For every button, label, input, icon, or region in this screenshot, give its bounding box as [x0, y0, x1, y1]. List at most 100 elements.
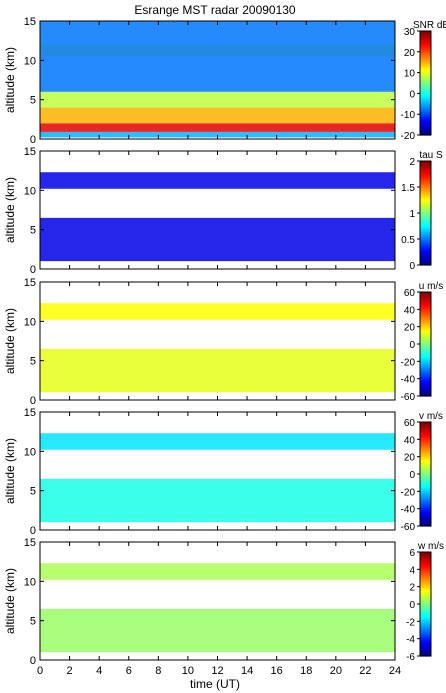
colorbar-step [420, 254, 431, 257]
colorbar-step [420, 474, 431, 477]
colorbar-tick-label: 60 [404, 418, 416, 429]
colorbar-step [420, 422, 431, 425]
data-layer-2 [40, 348, 395, 393]
colorbar-step [420, 213, 431, 216]
panel-3: 0 5 10 15 altitude (km) u m/s60 40 20 0 -20 -40 -60 [3, 277, 443, 407]
colorbar-step [420, 630, 431, 633]
colorbar-step [420, 612, 431, 615]
colorbar-step [420, 340, 431, 343]
colorbar-step [420, 524, 431, 527]
colorbar-tick-label: 6 [409, 548, 415, 559]
colorbar-step [420, 590, 431, 593]
colorbar-tick-label: -10 [401, 110, 416, 121]
colorbar-tick-label: 0.5 [401, 235, 415, 246]
colorbar-step [420, 239, 431, 242]
colorbar-step [420, 468, 431, 472]
colorbar-step [420, 55, 431, 58]
colorbar-tick-label: -40 [401, 375, 416, 386]
colorbar-step [420, 350, 431, 354]
colorbar-step [420, 323, 431, 326]
colorbar-step [420, 638, 431, 641]
colorbar: v m/s60 40 20 0 -20 -40 -60 [401, 411, 443, 533]
colorbar-step [420, 44, 431, 48]
colorbar-tick-label: 0 [409, 600, 415, 611]
colorbar-step [420, 237, 431, 240]
colorbar-step [420, 623, 431, 626]
colorbar-step [420, 522, 431, 525]
colorbar-step [420, 342, 431, 345]
colorbar-step [420, 451, 431, 454]
colorbar-step [420, 489, 431, 492]
colorbar-step [420, 572, 431, 576]
colorbar-step [420, 437, 431, 440]
y-tick-label: 10 [24, 316, 36, 328]
colorbar-step [420, 43, 431, 46]
colorbar-step [420, 117, 431, 120]
colorbar-step [420, 62, 431, 65]
colorbar-step [420, 240, 431, 244]
colorbar-step [420, 252, 431, 256]
x-tick-label: 10 [182, 665, 194, 677]
colorbar: w m/s6 4 2 0 -2 -4 -6 [406, 541, 444, 663]
y-tick-label: 0 [30, 395, 36, 407]
colorbar-step [420, 76, 431, 79]
y-tick-label: 10 [24, 185, 36, 197]
colorbar-step [420, 597, 431, 600]
colorbar-step [420, 380, 431, 383]
colorbar-step [420, 604, 431, 607]
colorbar-step [420, 58, 431, 62]
colorbar-step [420, 318, 431, 321]
colorbar-step [420, 560, 431, 563]
colorbar-label: SNR dB [413, 20, 446, 31]
panel-5-layers [40, 563, 395, 653]
colorbar-step [420, 244, 431, 247]
colorbar-step [420, 103, 431, 107]
colorbar-tick-label: 0 [409, 340, 415, 351]
colorbar-step [420, 226, 431, 230]
colorbar-step [420, 207, 431, 211]
colorbar-step [420, 382, 431, 385]
colorbar-tick-label: 20 [404, 48, 416, 59]
data-layer-1 [40, 563, 395, 580]
colorbar-step [420, 328, 431, 331]
colorbar-step [420, 32, 431, 36]
colorbar-step [420, 430, 431, 433]
colorbar-step [420, 552, 431, 555]
colorbar-step [420, 79, 431, 82]
colorbar-step [420, 199, 431, 202]
colorbar-step [420, 423, 431, 427]
colorbar-step [420, 364, 431, 368]
colorbar-step [420, 470, 431, 473]
colorbar-step [420, 610, 431, 614]
colorbar-step [420, 185, 431, 188]
x-tick-label: 22 [359, 665, 371, 677]
colorbar-step [420, 448, 431, 451]
y-axis-label: altitude (km) [3, 438, 17, 504]
colorbar-step [420, 558, 431, 562]
panel-4: 0 5 10 15 altitude (km) v m/s60 40 20 0 -20 -40 -60 [3, 407, 443, 537]
colorbar-tick-label: -6 [406, 652, 415, 663]
colorbar-step [420, 316, 431, 319]
colorbar-step [420, 371, 431, 375]
colorbar-step [420, 579, 431, 583]
colorbar-step [420, 292, 431, 295]
colorbar-step [420, 31, 431, 34]
y-tick-label: 5 [30, 356, 36, 368]
colorbar-step [420, 321, 431, 324]
colorbar-step [420, 337, 431, 340]
colorbar-step [420, 635, 431, 638]
y-tick-label: 15 [24, 407, 36, 419]
colorbar-step [420, 649, 431, 652]
y-tick-label: 15 [24, 146, 36, 158]
colorbar-tick-label: -4 [406, 635, 415, 646]
colorbar-step [420, 100, 431, 103]
colorbar-step [420, 233, 431, 237]
colorbar-step [420, 218, 431, 221]
data-layer-6 [40, 21, 395, 92]
colorbar-tick-label: -20 [401, 131, 416, 142]
colorbar-step [420, 188, 431, 192]
colorbar-tick-label: 0 [409, 470, 415, 481]
colorbar-step [420, 214, 431, 218]
